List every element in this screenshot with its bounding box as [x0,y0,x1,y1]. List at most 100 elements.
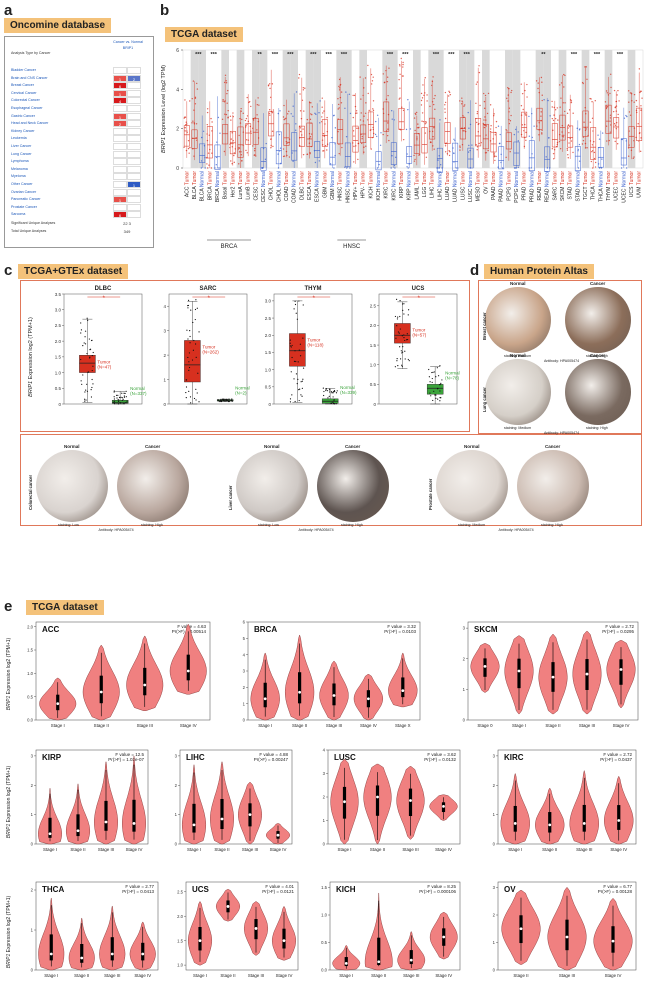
data-point [475,83,478,85]
data-point [390,110,393,112]
data-point [424,123,427,125]
data-point [233,161,236,164]
data-point [406,333,408,335]
data-point [303,110,305,112]
data-point [283,104,285,107]
oncomine-down-cell [127,211,141,219]
data-point [568,131,570,134]
data-point [625,114,627,117]
data-point [556,107,559,109]
box [574,146,581,171]
data-point [505,156,507,159]
data-point [395,337,397,339]
x-category-label: CHOL Normal [276,171,282,202]
data-point [447,95,450,97]
data-point [92,383,94,385]
data-point [290,371,292,373]
data-point [541,129,543,131]
data-point [196,88,199,90]
series-count: (N=337) [130,391,147,396]
series-count: (N=262) [202,349,219,354]
ihc-cancer-staining: staining: High [141,523,163,527]
violin-chart-title: KIRC [504,753,524,762]
data-point [507,100,509,102]
y-tick-label: 0 [493,842,496,847]
y-tick-label: 2.5 [370,304,377,309]
data-point [124,392,126,395]
data-point [577,167,580,169]
data-point [388,139,390,142]
ihc-cancer-staining: staining: High [586,426,608,430]
box [620,138,627,166]
data-point [253,150,256,152]
data-point [338,107,340,109]
data-point [597,134,599,136]
data-point [246,96,248,99]
x-category-label: Stage IV [134,973,151,978]
data-point [629,92,632,94]
data-point [567,153,569,156]
violin-median [298,690,301,694]
data-point [346,167,348,169]
data-point [223,101,226,103]
data-point [338,78,341,81]
y-tick-label: 3 [323,771,326,776]
box [237,126,244,158]
box [79,355,96,373]
data-point [399,315,401,318]
data-point [352,130,355,132]
data-point [352,94,354,97]
data-point [86,352,88,355]
data-point [495,126,497,129]
y-tick-label: 1.0 [27,671,33,676]
box [260,147,267,171]
data-point [335,392,338,394]
oncomine-row-label: Bladder Cancer [11,68,36,72]
data-point [586,147,588,149]
data-point [298,399,300,402]
data-point [352,116,355,119]
box [498,146,505,170]
data-point [288,110,290,113]
data-point [547,99,549,102]
data-point [348,93,351,95]
data-point [325,388,327,390]
data-point [609,92,611,95]
data-point [639,91,641,94]
y-tick-label: 1.5 [265,350,272,355]
data-point [404,350,406,352]
box [426,384,444,395]
data-point [113,402,115,404]
x-category-label: Stage II [545,723,560,728]
data-point [288,156,291,158]
data-point [245,149,247,152]
tcga-e-title: TCGA dataset [26,600,104,615]
data-point [639,150,642,153]
ihc-cancer-label: Cancer [145,444,161,449]
data-point [551,106,553,108]
data-point [402,138,405,141]
data-point [185,386,188,388]
x-category-label: TGCT Tumor [583,171,589,200]
violin-median [276,833,280,837]
data-point [238,163,240,165]
hnsc-group-label: HNSC [343,244,361,250]
box [628,126,635,148]
significance-stars: *** [341,52,348,58]
ihc-normal-label: Normal [464,444,480,449]
x-category-label: PAAD Tumor [491,171,497,200]
data-point [402,63,404,66]
data-point [184,99,186,101]
data-point [298,73,301,76]
data-point [576,127,578,130]
data-point [353,145,355,148]
data-point [183,146,185,148]
data-point [344,107,346,109]
data-point [402,351,404,353]
panel-label-e: e [4,598,13,615]
significance-stars: ** [541,52,546,58]
box [199,143,206,163]
significance-stars: *** [195,52,202,58]
data-point [338,85,340,88]
